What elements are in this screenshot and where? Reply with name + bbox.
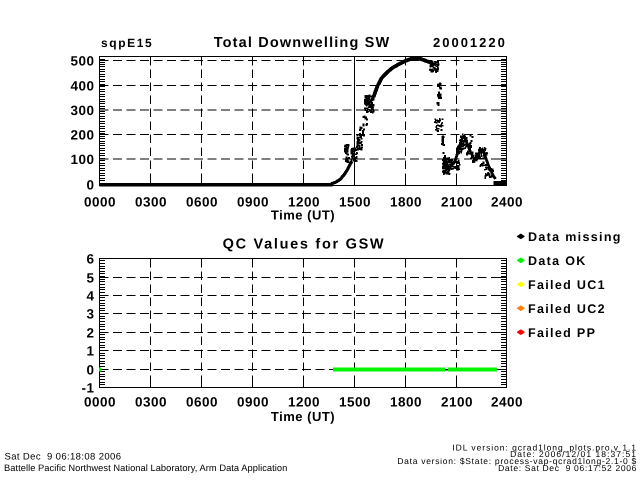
- svg-text:Failed UC1: Failed UC1: [528, 278, 606, 292]
- svg-text:0900: 0900: [237, 195, 269, 210]
- svg-text:Sat Dec 9 06:18:08 2006: Sat Dec 9 06:18:08 2006: [5, 452, 122, 463]
- svg-text:QC Values for GSW: QC Values for GSW: [223, 237, 386, 253]
- svg-text:Date: Sat Dec 9 06:17:52 2006: Date: Sat Dec 9 06:17:52 2006: [498, 463, 637, 473]
- svg-text:Failed PP: Failed PP: [528, 326, 596, 340]
- svg-text:1200: 1200: [288, 195, 320, 210]
- svg-text:0: 0: [86, 177, 94, 192]
- svg-text:200: 200: [70, 127, 94, 142]
- svg-text:0300: 0300: [135, 395, 167, 410]
- svg-text:0900: 0900: [237, 395, 269, 410]
- svg-text:5: 5: [86, 270, 94, 285]
- svg-text:-1: -1: [81, 380, 94, 395]
- svg-text:0: 0: [86, 362, 94, 377]
- svg-text:300: 300: [70, 103, 94, 118]
- svg-text:0000: 0000: [84, 395, 116, 410]
- svg-text:500: 500: [70, 53, 94, 68]
- svg-text:2: 2: [86, 325, 94, 340]
- svg-text:2100: 2100: [441, 195, 473, 210]
- svg-text:Data version: $State: process-: Data version: $State: process-vap-qcrad1…: [397, 456, 637, 466]
- svg-text:6: 6: [86, 251, 94, 266]
- svg-text:0600: 0600: [186, 195, 218, 210]
- svg-text:3: 3: [86, 306, 94, 321]
- svg-text:1800: 1800: [390, 195, 422, 210]
- svg-text:2400: 2400: [491, 195, 523, 210]
- svg-text:100: 100: [70, 152, 94, 167]
- svg-text:Battelle Pacific Northwest Nat: Battelle Pacific Northwest National Labo…: [4, 463, 287, 473]
- svg-text:1500: 1500: [339, 395, 371, 410]
- svg-text:Failed UC2: Failed UC2: [528, 302, 606, 316]
- svg-text:1800: 1800: [390, 395, 422, 410]
- svg-text:0300: 0300: [135, 195, 167, 210]
- svg-text:2100: 2100: [441, 395, 473, 410]
- svg-text:IDL version: qcrad1long_plots.: IDL version: qcrad1long_plots.pro,v 1.1: [452, 442, 637, 452]
- svg-text:1500: 1500: [339, 195, 371, 210]
- svg-text:sqpE15: sqpE15: [101, 36, 153, 50]
- svg-text:Date: 2006/12/01 18:37:51: Date: 2006/12/01 18:37:51: [510, 449, 637, 459]
- svg-text:1: 1: [86, 343, 94, 358]
- svg-text:Data missing: Data missing: [528, 230, 622, 244]
- svg-text:Time (UT): Time (UT): [271, 409, 335, 424]
- svg-text:20001220: 20001220: [433, 35, 507, 50]
- svg-text:1200: 1200: [288, 395, 320, 410]
- svg-text:Time (UT): Time (UT): [271, 208, 335, 223]
- svg-text:0600: 0600: [186, 395, 218, 410]
- svg-text:4: 4: [86, 288, 94, 303]
- svg-text:Data OK: Data OK: [528, 254, 587, 268]
- svg-text:Total Downwelling SW: Total Downwelling SW: [214, 35, 391, 51]
- svg-text:400: 400: [70, 78, 94, 93]
- svg-text:2400: 2400: [491, 395, 523, 410]
- svg-text:0000: 0000: [84, 195, 116, 210]
